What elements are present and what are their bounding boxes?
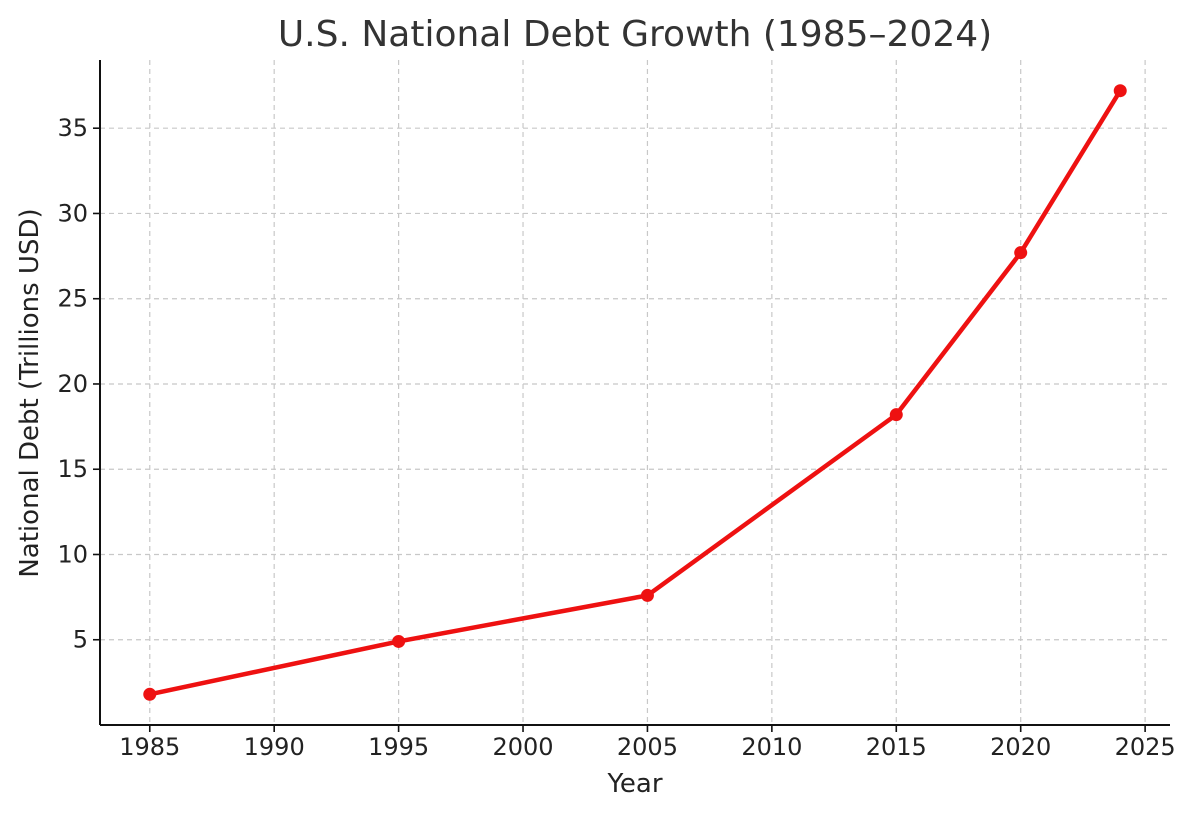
x-tick-label: 2025: [1115, 733, 1176, 761]
y-axis-label: National Debt (Trillions USD): [15, 208, 45, 577]
y-tick-label: 30: [57, 199, 88, 227]
data-point: [640, 588, 654, 602]
data-point: [1113, 84, 1127, 98]
y-tick-label: 10: [57, 540, 88, 568]
chart-title: U.S. National Debt Growth (1985–2024): [278, 14, 992, 55]
axes: [99, 60, 1170, 726]
y-tick-label: 20: [57, 370, 88, 398]
series-line: [147, 88, 1123, 697]
grid: [100, 60, 1170, 725]
x-axis-label: Year: [606, 769, 662, 799]
data-point: [392, 634, 406, 648]
x-tick-label: 1985: [119, 733, 180, 761]
y-tick-label: 25: [57, 285, 88, 313]
x-tick-label: 1995: [368, 733, 429, 761]
x-axis-ticks: 1985 1990 1995 2000 2005 2010 2015 2020 2025: [119, 725, 1176, 761]
data-point: [143, 687, 157, 701]
x-tick-label: 2010: [741, 733, 802, 761]
x-tick-label: 1990: [244, 733, 305, 761]
x-tick-label: 2005: [617, 733, 678, 761]
data-point: [889, 408, 903, 422]
data-point: [1014, 246, 1028, 260]
y-tick-label: 15: [57, 455, 88, 483]
x-tick-label: 2000: [492, 733, 553, 761]
x-tick-label: 2015: [866, 733, 927, 761]
y-axis-ticks: 5 10 15 20 25 30 35: [57, 114, 100, 654]
x-tick-label: 2020: [990, 733, 1051, 761]
series: [143, 84, 1127, 701]
y-tick-label: 5: [73, 626, 88, 654]
y-tick-label: 35: [57, 114, 88, 142]
